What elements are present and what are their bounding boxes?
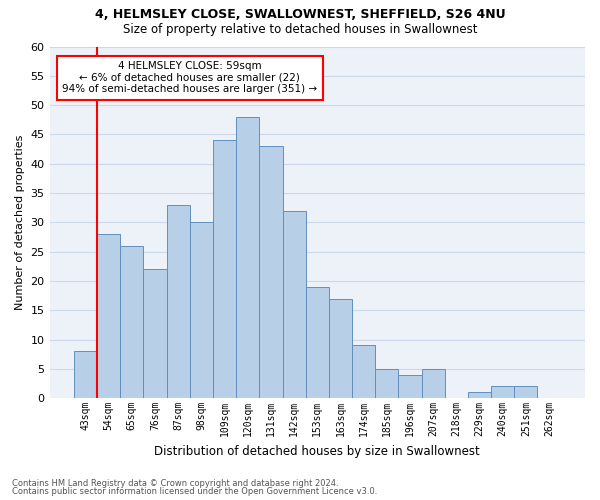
Bar	[422, 369, 445, 398]
Bar	[283, 210, 305, 398]
Bar	[398, 374, 422, 398]
Text: Contains public sector information licensed under the Open Government Licence v3: Contains public sector information licen…	[12, 488, 377, 496]
Bar	[491, 386, 514, 398]
Bar	[143, 269, 167, 398]
Bar	[167, 204, 190, 398]
Text: 4 HELMSLEY CLOSE: 59sqm
← 6% of detached houses are smaller (22)
94% of semi-det: 4 HELMSLEY CLOSE: 59sqm ← 6% of detached…	[62, 61, 317, 94]
Y-axis label: Number of detached properties: Number of detached properties	[15, 134, 25, 310]
Bar	[120, 246, 143, 398]
Bar	[74, 352, 97, 398]
Bar	[236, 117, 259, 398]
Bar	[329, 298, 352, 398]
Text: Contains HM Land Registry data © Crown copyright and database right 2024.: Contains HM Land Registry data © Crown c…	[12, 478, 338, 488]
Bar	[190, 222, 213, 398]
Bar	[259, 146, 283, 398]
Bar	[352, 346, 375, 398]
Text: Size of property relative to detached houses in Swallownest: Size of property relative to detached ho…	[123, 22, 477, 36]
Text: 4, HELMSLEY CLOSE, SWALLOWNEST, SHEFFIELD, S26 4NU: 4, HELMSLEY CLOSE, SWALLOWNEST, SHEFFIEL…	[95, 8, 505, 20]
Bar	[97, 234, 120, 398]
Bar	[375, 369, 398, 398]
X-axis label: Distribution of detached houses by size in Swallownest: Distribution of detached houses by size …	[154, 444, 480, 458]
Bar	[305, 287, 329, 398]
Bar	[468, 392, 491, 398]
Bar	[514, 386, 538, 398]
Bar	[213, 140, 236, 398]
